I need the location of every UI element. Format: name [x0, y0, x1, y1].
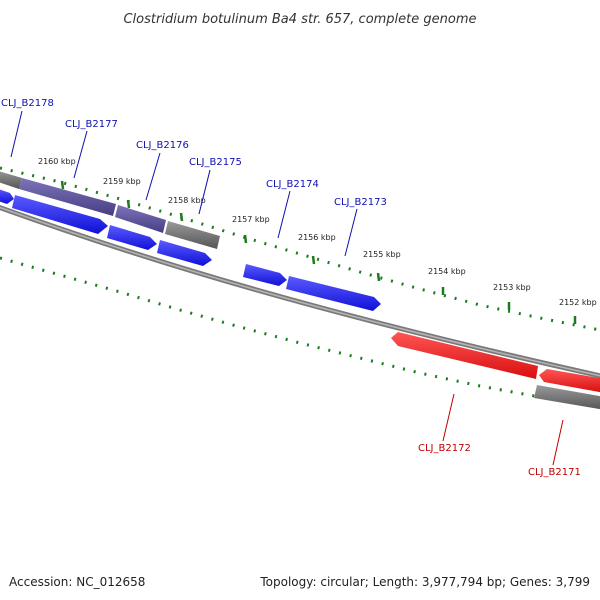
- kbp-label: 2155 kbp: [363, 250, 401, 259]
- reverse-gene: [391, 332, 538, 379]
- gene-label-b2175[interactable]: CLJ_B2175: [189, 157, 242, 168]
- kbp-label: 2157 kbp: [232, 215, 270, 224]
- kbp-labels: 2160 kbp 2159 kbp 2158 kbp 2157 kbp 2156…: [38, 157, 597, 307]
- gray-feature: [0, 171, 22, 189]
- gene-label-b2171[interactable]: CLJ_B2171: [528, 467, 581, 478]
- gene-label-b2177[interactable]: CLJ_B2177: [65, 119, 118, 130]
- map-title: Clostridium botulinum Ba4 str. 657, comp…: [123, 12, 476, 27]
- label-leaders: [10, 110, 564, 466]
- kbp-label: 2154 kbp: [428, 267, 466, 276]
- reverse-genes: [391, 332, 600, 393]
- outer-feature-track: [0, 171, 220, 249]
- kbp-label: 2158 kbp: [168, 196, 206, 205]
- reverse-gene: [539, 369, 600, 393]
- forward-gene: [0, 189, 14, 204]
- accession-text: Accession: NC_012658: [9, 575, 146, 589]
- gene-labels: CLJ_B2178 CLJ_B2177 CLJ_B2176 CLJ_B2175 …: [1, 98, 581, 478]
- major-ticks: [60, 180, 577, 324]
- kbp-label: 2159 kbp: [103, 177, 141, 186]
- gray-feature: [534, 385, 600, 410]
- gene-label-b2172[interactable]: CLJ_B2172: [418, 443, 471, 454]
- kbp-label: 2156 kbp: [298, 233, 336, 242]
- forward-genes: [0, 189, 381, 311]
- kbp-label: 2152 kbp: [559, 298, 597, 307]
- gray-feature: [165, 221, 220, 249]
- gene-label-b2173[interactable]: CLJ_B2173: [334, 197, 387, 208]
- forward-gene: [286, 276, 381, 311]
- gene-label-b2176[interactable]: CLJ_B2176: [136, 140, 189, 151]
- forward-gene: [243, 264, 287, 286]
- kbp-label: 2160 kbp: [38, 157, 76, 166]
- forward-gene: [157, 240, 212, 266]
- gene-label-b2174[interactable]: CLJ_B2174: [266, 179, 319, 190]
- forward-gene: [12, 195, 108, 234]
- kbp-label: 2153 kbp: [493, 283, 531, 292]
- violet-feature: [115, 205, 166, 233]
- violet-feature: [19, 178, 116, 216]
- genome-summary-text: Topology: circular; Length: 3,977,794 bp…: [260, 575, 590, 589]
- inner-tick-ring: [0, 256, 600, 408]
- gene-label-b2178[interactable]: CLJ_B2178: [1, 98, 54, 109]
- forward-gene: [107, 225, 157, 250]
